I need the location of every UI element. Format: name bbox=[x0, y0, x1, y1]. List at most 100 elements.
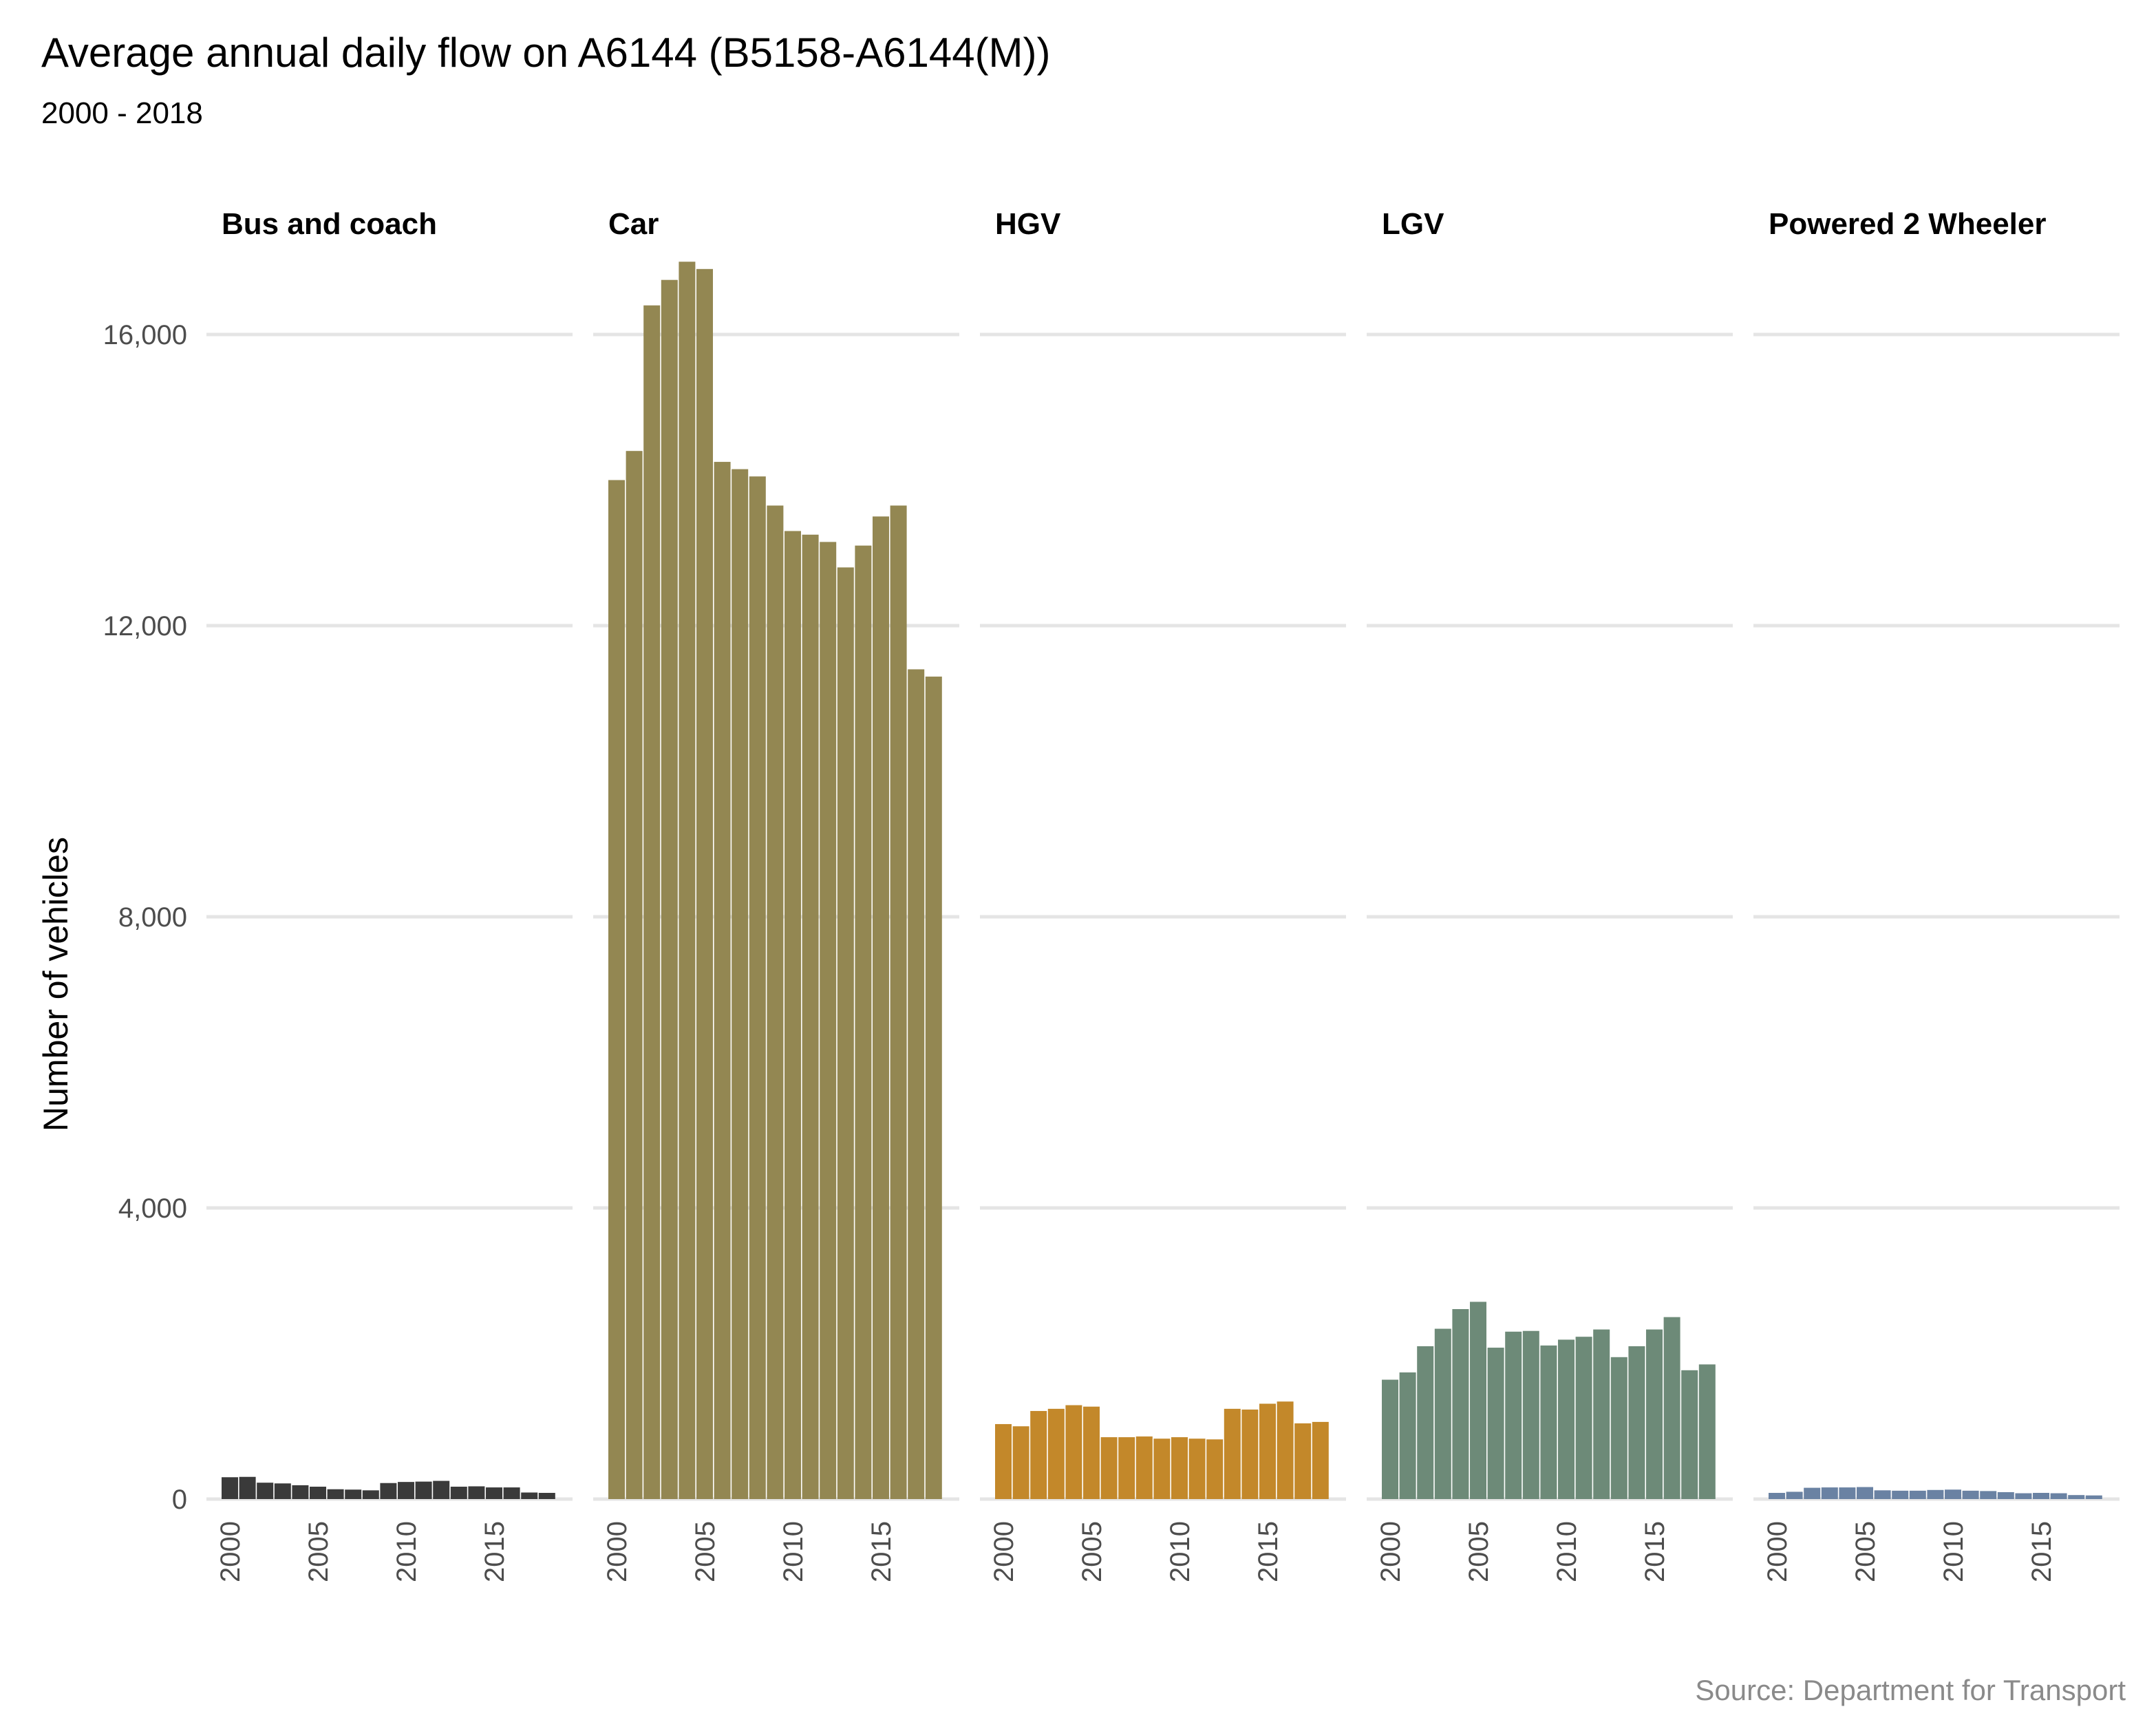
facet-panel: HGV 2000 2005 2010 2015 bbox=[989, 207, 1329, 1582]
bar bbox=[1434, 1328, 1451, 1499]
bar bbox=[538, 1493, 555, 1499]
bar bbox=[1681, 1370, 1698, 1499]
bar bbox=[767, 505, 784, 1500]
bar bbox=[1663, 1317, 1680, 1499]
bar bbox=[1628, 1346, 1645, 1499]
bar bbox=[1259, 1403, 1276, 1499]
y-tick-label: 16,000 bbox=[103, 320, 187, 350]
bar bbox=[1470, 1302, 1486, 1499]
bar bbox=[415, 1481, 432, 1499]
x-tick-label: 2005 bbox=[690, 1521, 721, 1582]
x-tick-label: 2015 bbox=[1640, 1521, 1670, 1582]
bar bbox=[696, 268, 713, 1500]
x-tick-label: 2010 bbox=[1165, 1521, 1195, 1582]
bar bbox=[785, 531, 801, 1499]
bar bbox=[1540, 1345, 1557, 1499]
bar bbox=[1100, 1437, 1118, 1499]
facet-panels: Bus and coach 2000 2005 2010 2015 Car 2000 2005… bbox=[215, 207, 2102, 1582]
x-tick-label: 2010 bbox=[1939, 1521, 1969, 1582]
bar bbox=[1083, 1406, 1100, 1499]
bar bbox=[714, 462, 731, 1499]
bar bbox=[1927, 1489, 1944, 1499]
bar bbox=[1997, 1491, 2014, 1499]
facet-panel: Powered 2 Wheeler 2000 2005 2010 2015 bbox=[1762, 207, 2102, 1582]
bar bbox=[292, 1485, 309, 1499]
bar bbox=[1241, 1409, 1259, 1499]
bar bbox=[1980, 1491, 1997, 1499]
x-tick-label: 2015 bbox=[2027, 1521, 2057, 1582]
bar bbox=[1646, 1329, 1663, 1499]
bar bbox=[679, 262, 696, 1499]
y-axis-title: Number of vehicles bbox=[36, 837, 75, 1132]
x-tick-label: 2000 bbox=[1376, 1521, 1406, 1582]
bar bbox=[1610, 1357, 1627, 1499]
bar bbox=[1206, 1439, 1224, 1499]
bar bbox=[1575, 1337, 1592, 1499]
x-tick-label: 2000 bbox=[989, 1521, 1019, 1582]
panel-title: LGV bbox=[1382, 207, 1444, 241]
bar bbox=[1417, 1346, 1434, 1499]
bar bbox=[837, 567, 854, 1499]
x-tick-label: 2010 bbox=[392, 1521, 422, 1582]
x-tick-label: 2010 bbox=[778, 1521, 809, 1582]
bar bbox=[1224, 1408, 1241, 1499]
bar bbox=[1945, 1489, 1961, 1499]
bar bbox=[1487, 1348, 1504, 1499]
y-tick-label: 8,000 bbox=[118, 902, 187, 933]
bar bbox=[1698, 1364, 1716, 1499]
bar bbox=[433, 1480, 450, 1499]
bar bbox=[1012, 1426, 1029, 1499]
y-tick-label: 0 bbox=[172, 1485, 187, 1515]
bar bbox=[1909, 1490, 1926, 1499]
bar bbox=[257, 1483, 274, 1499]
bar bbox=[222, 1477, 238, 1499]
bar bbox=[1171, 1437, 1188, 1499]
bar bbox=[1135, 1436, 1153, 1499]
bar bbox=[626, 451, 643, 1500]
bar bbox=[1153, 1438, 1171, 1499]
bar bbox=[643, 305, 661, 1500]
x-tick-label: 2015 bbox=[480, 1521, 510, 1582]
bar bbox=[802, 534, 819, 1499]
bar bbox=[749, 476, 766, 1499]
bar bbox=[521, 1492, 538, 1499]
bar bbox=[380, 1483, 397, 1499]
facet-panel: LGV 2000 2005 2010 2015 bbox=[1376, 207, 1716, 1582]
bar bbox=[820, 542, 837, 1500]
bar bbox=[2033, 1493, 2049, 1499]
bar bbox=[1030, 1411, 1047, 1499]
bar bbox=[995, 1424, 1012, 1499]
panel-title: Powered 2 Wheeler bbox=[1769, 207, 2046, 241]
bar bbox=[486, 1487, 502, 1499]
bar bbox=[503, 1487, 520, 1499]
bar bbox=[310, 1487, 326, 1499]
x-tick-label: 2005 bbox=[1077, 1521, 1107, 1582]
bar bbox=[1522, 1330, 1539, 1499]
bar bbox=[1382, 1379, 1398, 1499]
bar bbox=[1188, 1438, 1206, 1499]
x-tick-label: 2000 bbox=[1762, 1521, 1793, 1582]
bar bbox=[398, 1482, 414, 1499]
panel-title: Car bbox=[608, 207, 659, 241]
bar bbox=[732, 469, 749, 1500]
x-tick-label: 2005 bbox=[1464, 1521, 1494, 1582]
bar bbox=[1399, 1372, 1416, 1499]
y-axis: 0 4,000 8,000 12,000 16,000 bbox=[103, 320, 187, 1515]
bar bbox=[1962, 1490, 1979, 1499]
bar bbox=[1312, 1421, 1329, 1499]
bar bbox=[1294, 1423, 1312, 1499]
bar bbox=[1857, 1487, 1873, 1499]
bar bbox=[1593, 1329, 1610, 1499]
facet-panel: Car 2000 2005 2010 2015 bbox=[602, 207, 942, 1582]
bar bbox=[274, 1483, 291, 1499]
bar bbox=[2085, 1495, 2102, 1499]
bar bbox=[1118, 1437, 1135, 1499]
bar bbox=[1047, 1408, 1065, 1499]
bar bbox=[1874, 1490, 1891, 1499]
bar bbox=[1786, 1491, 1803, 1499]
x-tick-label: 2005 bbox=[303, 1521, 334, 1582]
bar bbox=[327, 1489, 344, 1499]
x-tick-label: 2000 bbox=[602, 1521, 632, 1582]
bar bbox=[855, 545, 872, 1499]
